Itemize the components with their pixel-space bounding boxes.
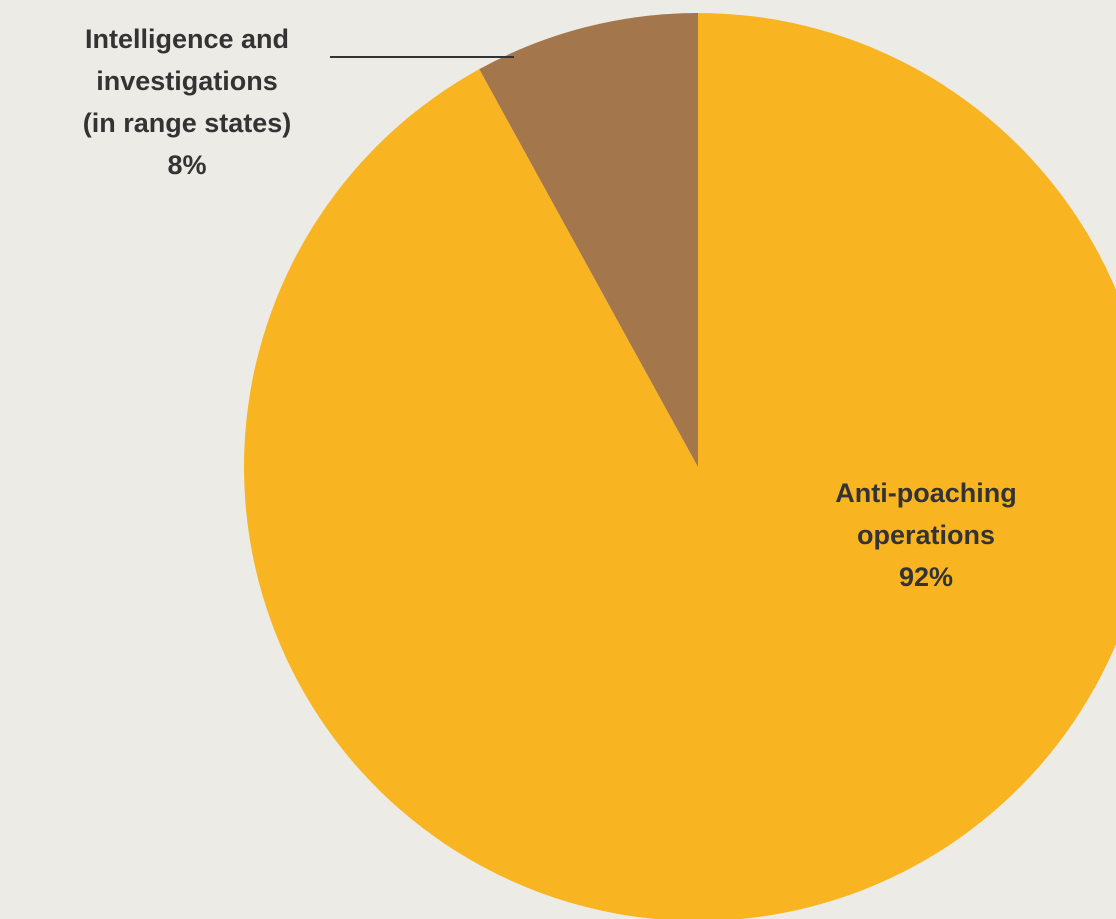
slice-label-anti-poaching: Anti-poaching operations 92% — [835, 478, 1016, 592]
slice-anti-poaching — [244, 13, 1116, 919]
intelligence-label-line-3: (in range states) — [83, 108, 292, 138]
intelligence-label-line-2: investigations — [96, 66, 278, 96]
intelligence-value-label: 8% — [167, 150, 206, 180]
anti-poaching-label-line-1: Anti-poaching — [835, 478, 1016, 508]
anti-poaching-value-label: 92% — [899, 562, 953, 592]
anti-poaching-label-line-2: operations — [857, 520, 995, 550]
slice-intelligence — [479, 13, 698, 467]
intelligence-label-line-1: Intelligence and — [85, 24, 289, 54]
pie-slices — [244, 13, 1116, 919]
slice-label-intelligence: Intelligence and investigations (in rang… — [83, 24, 292, 180]
